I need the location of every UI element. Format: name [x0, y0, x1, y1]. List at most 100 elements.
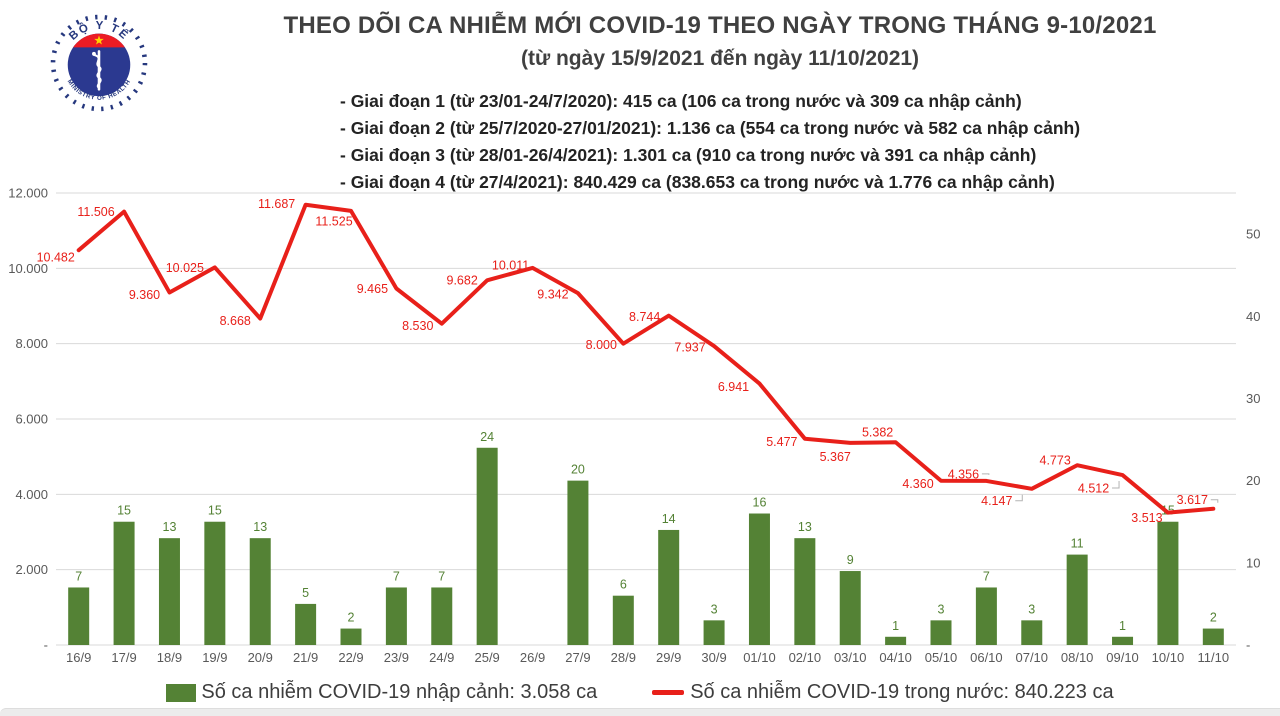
x-axis-label: 26/9 — [520, 650, 545, 665]
bar-value-label: 13 — [253, 520, 267, 534]
bar — [1021, 620, 1043, 645]
bar — [975, 587, 997, 645]
line-value-label: 5.382 — [862, 426, 893, 440]
bar-value-label: 14 — [662, 512, 676, 526]
line-value-label: 11.525 — [315, 214, 352, 228]
line-value-label: 10.011 — [492, 258, 529, 272]
phase-2-line: - Giai đoạn 2 (từ 25/7/2020-27/01/2021):… — [340, 118, 1081, 138]
x-axis-label: 17/9 — [111, 650, 136, 665]
bar — [249, 538, 271, 645]
line-value-label: 7.937 — [674, 340, 705, 354]
phase-1-line: - Giai đoạn 1 (từ 23/01-24/7/2020): 415 … — [340, 91, 1022, 111]
bar-value-label: 7 — [75, 569, 82, 583]
line-value-label: 4.360 — [902, 477, 933, 491]
x-axis-label: 28/9 — [611, 650, 636, 665]
line-value-label: 9.360 — [129, 288, 160, 302]
x-axis-label: 07/10 — [1015, 650, 1048, 665]
bar-value-label: 2 — [348, 611, 355, 625]
x-axis-label: 25/9 — [474, 650, 499, 665]
chart-area: 12.000 10.000 8.000 6.000 4.000 2.000-50 40 30 2… — [0, 185, 1280, 685]
line-value-label: 5.477 — [766, 435, 797, 449]
daily-covid-combo-chart: 12.00010.0008.0006.0004.0002.000-5040302… — [8, 186, 1260, 666]
right-axis-tick: 30 — [1246, 391, 1260, 406]
bar-value-label: 1 — [892, 619, 899, 633]
bar — [431, 587, 453, 645]
phase-3-line: - Giai đoạn 3 (từ 28/01-26/4/2021): 1.30… — [340, 145, 1037, 165]
bar-value-label: 2 — [1210, 611, 1217, 625]
line-value-label: 11.687 — [258, 197, 295, 211]
bar-value-label: 5 — [302, 586, 309, 600]
line-series-swatch-icon — [652, 690, 685, 695]
page-subtitle: (từ ngày 15/9/2021 đến ngày 11/10/2021) — [520, 47, 920, 70]
x-axis-label: 30/9 — [701, 650, 726, 665]
bar — [204, 521, 226, 645]
line-value-label: 3.513 — [1131, 511, 1162, 525]
line-value-label: 4.356 — [948, 467, 979, 481]
x-axis-label: 19/9 — [202, 650, 227, 665]
x-axis-label: 20/9 — [248, 650, 273, 665]
bar — [839, 571, 861, 645]
x-axis-label: 29/9 — [656, 650, 681, 665]
bar — [885, 636, 907, 645]
right-axis-tick: - — [1246, 638, 1250, 653]
phase-4-line: - Giai đoạn 4 (từ 27/4/2021): 840.429 ca… — [340, 172, 1055, 192]
bar — [385, 587, 407, 645]
bar — [113, 521, 135, 645]
bar-value-label: 11 — [1071, 537, 1084, 551]
left-axis-tick: - — [44, 638, 48, 653]
bar — [1066, 554, 1088, 645]
x-axis-label: 10/10 — [1152, 650, 1185, 665]
bar-value-label: 13 — [798, 520, 812, 534]
label-connector — [1015, 494, 1023, 502]
chart-legend: Số ca nhiễm COVID-19 nhập cảnh: 3.058 ca… — [0, 681, 1280, 704]
bar — [748, 513, 770, 645]
trend-line — [76, 202, 1216, 515]
label-connector — [1112, 481, 1120, 489]
bar-series-swatch-icon — [166, 683, 197, 702]
bar-value-label: 15 — [208, 504, 222, 518]
x-axis-label: 02/10 — [789, 650, 822, 665]
ministry-of-health-logo: BỘ Y TẾ MINISTRY OF HEALTH — [50, 14, 148, 112]
line-value-label: 4.512 — [1078, 481, 1109, 495]
bar-value-label: 6 — [620, 578, 627, 592]
right-axis-tick: 20 — [1246, 473, 1260, 488]
bar — [794, 538, 816, 645]
x-axis-label: 22/9 — [338, 650, 363, 665]
bar — [295, 603, 317, 645]
bar — [340, 628, 362, 645]
bar — [158, 538, 180, 645]
line-value-label: 9.682 — [447, 274, 478, 288]
bar — [1112, 636, 1134, 645]
bar — [476, 447, 498, 645]
bar — [658, 529, 680, 645]
line-value-label: 3.617 — [1177, 493, 1208, 507]
legend-item-imported: Số ca nhiễm COVID-19 nhập cảnh: 3.058 ca — [166, 681, 597, 704]
x-axis-label: 05/10 — [925, 650, 958, 665]
x-axis-label: 03/10 — [834, 650, 867, 665]
x-axis-label: 27/9 — [565, 650, 590, 665]
bar-value-label: 7 — [983, 569, 990, 583]
x-axis-label: 16/9 — [66, 650, 91, 665]
bar-value-label: 1 — [1119, 619, 1126, 633]
legend-label-imported: Số ca nhiễm COVID-19 nhập cảnh: 3.058 ca — [201, 681, 598, 703]
line-value-label: 8.530 — [402, 319, 433, 333]
bar — [567, 480, 589, 645]
left-axis-tick: 2.000 — [15, 562, 48, 577]
x-axis-label: 11/10 — [1198, 650, 1230, 665]
bar-value-label: 24 — [480, 430, 494, 444]
bar-value-label: 16 — [753, 496, 767, 510]
x-axis-label: 18/9 — [157, 650, 182, 665]
bar — [612, 595, 634, 645]
phase-summary: - Giai đoạn 1 (từ 23/01-24/7/2020): 415 … — [340, 88, 1080, 196]
left-axis-tick: 8.000 — [15, 336, 48, 351]
star-icon — [94, 35, 104, 45]
left-axis-tick: 10.000 — [8, 261, 48, 276]
x-axis-label: 01/10 — [743, 650, 776, 665]
x-axis-label: 21/9 — [293, 650, 318, 665]
bar-value-label: 3 — [1028, 602, 1035, 616]
left-axis-tick: 4.000 — [15, 487, 48, 502]
bar — [1202, 628, 1224, 645]
line-value-label: 9.342 — [537, 288, 568, 302]
line-value-label: 11.506 — [77, 205, 114, 219]
